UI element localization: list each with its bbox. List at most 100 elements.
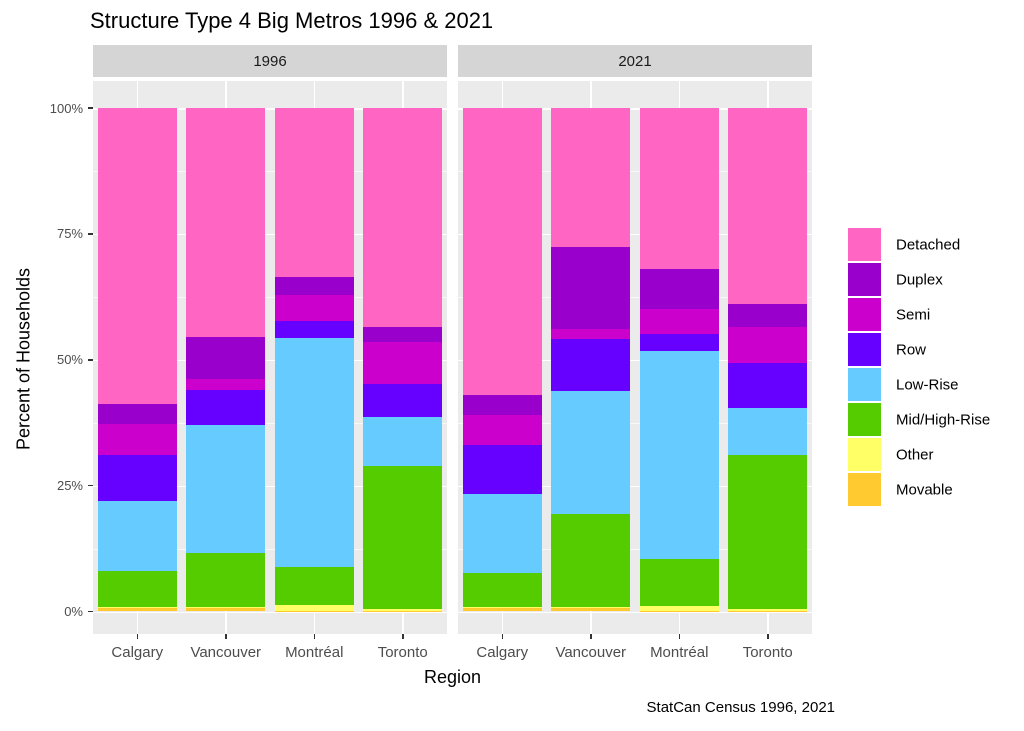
bar-segment-Mid/High-Rise [462, 573, 542, 608]
x-tick-label-Calgary: Calgary [111, 644, 164, 661]
legend-label: Mid/High-Rise [896, 411, 991, 428]
bar-segment-Movable [728, 610, 808, 612]
y-tick-mark [88, 610, 93, 613]
bar-2021-Vancouver [551, 81, 631, 634]
plot-panel-1996 [93, 81, 447, 634]
bar-segment-Semi [186, 378, 266, 390]
y-tick-mark [88, 107, 93, 109]
bar-segment-Mid/High-Rise [97, 570, 177, 607]
bar-2021-Montréal [639, 81, 719, 634]
bar-segment-Detached [551, 108, 631, 247]
bar-segment-Semi [551, 329, 631, 339]
bar-segment-Mid/High-Rise [639, 558, 719, 607]
bar-segment-Low-Rise [363, 417, 443, 467]
y-tick-mark [88, 484, 93, 487]
gridline-minor [93, 296, 447, 298]
legend-item-Low-Rise: Low-Rise [848, 368, 1024, 401]
bar-segment-Mid/High-Rise [728, 454, 808, 609]
bar-segment-Duplex [97, 404, 177, 424]
gridline-major [93, 359, 447, 362]
legend-key-swatch [848, 298, 881, 331]
x-tick-label-Toronto: Toronto [377, 644, 428, 661]
x-tick-label-Calgary: Calgary [476, 644, 529, 661]
legend-item-Movable: Movable [848, 473, 1024, 506]
bar-segment-Detached [728, 108, 808, 305]
legend-label: Duplex [896, 271, 943, 288]
gridline-minor [458, 422, 812, 424]
legend-label: Movable [896, 481, 953, 498]
bar-segment-Other [462, 607, 542, 609]
bar-segment-Duplex [728, 304, 808, 327]
bar-segment-Other [551, 607, 631, 609]
legend-key-swatch [848, 473, 881, 506]
y-tick-label: 25% [56, 478, 83, 494]
gridline-minor [93, 170, 447, 172]
bar-segment-Mid/High-Rise [363, 466, 443, 610]
gridline-major [458, 611, 812, 613]
facet-strip-2021: 2021 [458, 45, 812, 77]
bar-segment-Row [274, 321, 354, 339]
bar-segment-Row [186, 389, 266, 425]
bar-segment-Detached [97, 108, 177, 405]
gridline-major [93, 611, 447, 613]
bar-segment-Other [186, 607, 266, 609]
plot-panel-2021 [458, 81, 812, 634]
facet-strip-label: 1996 [253, 52, 287, 70]
legend-item-Semi: Semi [848, 298, 1024, 331]
x-tick-label-Vancouver: Vancouver [555, 644, 627, 661]
gridline-major [458, 485, 812, 488]
x-tick-mark [767, 634, 769, 639]
x-tick-mark [313, 634, 315, 639]
bar-segment-Other [363, 609, 443, 611]
bar-segment-Duplex [462, 394, 542, 415]
x-tick-label-Vancouver: Vancouver [190, 644, 262, 661]
bar-segment-Detached [639, 108, 719, 269]
legend-key-swatch [848, 368, 881, 401]
gridline-minor [458, 170, 812, 172]
bar-segment-Row [728, 363, 808, 409]
bar-segment-Row [363, 383, 443, 418]
gridline-major [458, 233, 812, 236]
bar-segment-Low-Rise [186, 424, 266, 554]
bar-1996-Montréal [274, 81, 354, 634]
x-tick-mark [678, 634, 680, 639]
legend-item-Row: Row [848, 333, 1024, 366]
y-tick-label: 0% [64, 604, 83, 619]
caption: StatCan Census 1996, 2021 [646, 699, 835, 716]
bar-segment-Semi [97, 423, 177, 456]
legend-key-swatch [848, 263, 881, 296]
x-tick-label-Montréal: Montréal [650, 644, 709, 661]
legend-key-swatch [848, 228, 881, 261]
gridline-major [458, 359, 812, 362]
bar-segment-Row [639, 333, 719, 351]
bar-segment-Detached [462, 108, 542, 395]
bar-segment-Low-Rise [728, 408, 808, 455]
bar-1996-Vancouver [186, 81, 266, 634]
x-tick-mark [225, 634, 227, 639]
gridline-major [93, 233, 447, 236]
legend-label: Detached [896, 236, 961, 253]
bar-segment-Movable [462, 608, 542, 612]
x-tick-mark [402, 634, 404, 639]
bar-segment-Movable [274, 610, 354, 612]
gridline-minor [458, 296, 812, 298]
bar-segment-Low-Rise [274, 338, 354, 568]
bar-segment-Semi [728, 326, 808, 364]
bar-segment-Row [462, 445, 542, 494]
bar-segment-Other [728, 608, 808, 611]
x-tick-mark [501, 634, 503, 639]
bar-segment-Mid/High-Rise [551, 513, 631, 608]
bar-segment-Duplex [551, 246, 631, 330]
bar-segment-Movable [363, 610, 443, 612]
facet-strip-1996: 1996 [93, 45, 447, 77]
legend-label: Other [896, 446, 934, 463]
legend-item-Detached: Detached [848, 228, 1024, 261]
legend-key-swatch [848, 333, 881, 366]
y-tick-label: 75% [56, 226, 83, 242]
bar-1996-Calgary [97, 81, 177, 634]
legend-label: Row [896, 341, 927, 358]
bar-segment-Detached [274, 108, 354, 277]
x-tick-label-Toronto: Toronto [742, 644, 793, 661]
y-tick-mark [88, 233, 93, 235]
